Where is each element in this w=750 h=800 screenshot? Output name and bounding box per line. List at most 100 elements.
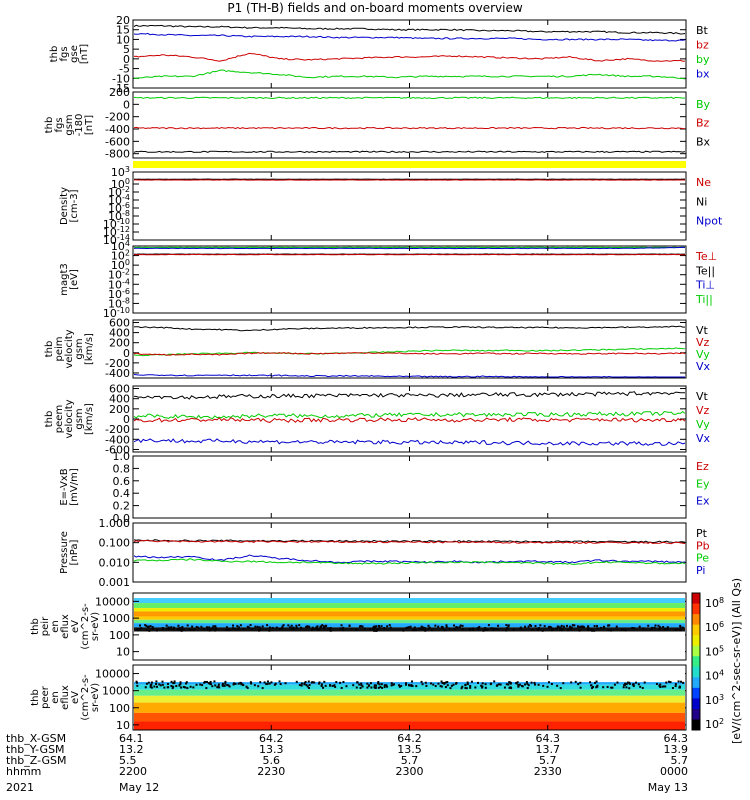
spectrogram-pixel — [249, 624, 252, 627]
panel-frame — [132, 455, 687, 519]
spectrogram-pixel — [375, 625, 378, 628]
spectrogram-pixel — [318, 681, 321, 684]
spectrogram-pixel — [546, 685, 549, 688]
spectrogram-pixel — [659, 686, 662, 689]
spectrogram-pixel — [628, 682, 631, 685]
y-tick-label: 400 — [109, 327, 130, 340]
y-axis-label: peer — [40, 685, 51, 709]
spectrogram-pixel — [214, 684, 217, 687]
spectrogram-pixel — [140, 627, 143, 630]
spectrogram-pixel — [334, 685, 337, 688]
spectrogram-pixel — [153, 685, 156, 688]
spectrogram-pixel — [631, 626, 634, 629]
spectrogram-pixel — [256, 625, 259, 628]
spectrogram-pixel — [682, 681, 685, 684]
spectrogram-pixel — [214, 628, 217, 631]
spectrogram-band — [134, 619, 685, 624]
spectrogram-pixel — [481, 686, 484, 689]
legend-pe: Pe — [696, 552, 709, 565]
spectrogram-pixel — [299, 626, 302, 629]
colorbar-band — [692, 593, 700, 605]
spectrogram-pixel — [596, 684, 599, 687]
panel-fgs_gsm: thb fgs gsm -180 [nT] — [44, 91, 687, 159]
spectrogram-pixel — [560, 624, 563, 627]
legend-ey: Ey — [696, 477, 710, 490]
spectrogram-pixel — [209, 683, 212, 686]
spectrogram-pixel — [390, 684, 393, 687]
spectrogram-pixel — [333, 684, 336, 687]
spectrogram-pixel — [266, 680, 269, 683]
spectrogram-pixel — [559, 626, 562, 629]
spectrogram-pixel — [268, 682, 271, 685]
spectrogram-pixel — [506, 627, 509, 630]
spectrogram-pixel — [214, 626, 217, 629]
spectrogram-pixel — [377, 686, 380, 689]
spectrogram-pixel — [155, 682, 158, 685]
spectrogram-pixel — [237, 626, 240, 629]
spectrogram-pixel — [486, 628, 489, 631]
x-tick-label: 64.3 — [664, 732, 689, 745]
spectrogram-pixel — [481, 685, 484, 688]
spectrogram-pixel — [441, 626, 444, 629]
spectrogram-pixel — [295, 624, 298, 627]
spectrogram-band — [134, 611, 685, 617]
spectrogram-pixel — [437, 682, 440, 685]
y-tick-label: 10000 — [95, 595, 130, 608]
panel-efield: E=-VxB [mV/m] — [59, 455, 687, 519]
spectrogram-pixel — [369, 628, 372, 631]
spectrogram-pixel — [366, 686, 369, 689]
y-tick-label: 10-10 — [103, 217, 130, 231]
spectrogram-pixel — [398, 685, 401, 688]
spectrogram-pixel — [246, 625, 249, 628]
spectrogram-pixel — [322, 686, 325, 689]
spectrogram-pixel — [624, 682, 627, 685]
spectrogram-pixel — [437, 625, 440, 628]
y-tick-label: 0.4 — [113, 487, 131, 500]
spectrogram-pixel — [354, 628, 357, 631]
spectrogram-pixel — [167, 686, 170, 689]
spectrogram-pixel — [427, 627, 430, 630]
spectrogram-pixel — [593, 625, 596, 628]
y-axis-label: [cm-3] — [69, 189, 80, 222]
spectrogram-pixel — [158, 683, 161, 686]
x-tick-label: 2300 — [396, 765, 424, 778]
spectrogram-pixel — [424, 681, 427, 684]
spectrogram-pixel — [579, 686, 582, 689]
spectrogram-pixel — [413, 629, 416, 632]
spectrogram-pixel — [527, 625, 530, 628]
legend-by: by — [696, 53, 710, 66]
spectrogram-pixel — [525, 681, 528, 684]
spectrogram-pixel — [306, 625, 309, 628]
spectrogram-pixel — [440, 680, 443, 683]
spectrogram-pixel — [503, 686, 506, 689]
spectrogram-pixel — [239, 624, 242, 627]
y-tick-label: 20 — [116, 14, 130, 27]
colorbar-band — [692, 698, 700, 710]
spectrogram-pixel — [298, 624, 301, 627]
spectrogram-pixel — [446, 684, 449, 687]
spectrogram-pixel — [550, 683, 553, 686]
y-axis-label: en — [50, 691, 61, 704]
colorbar-band — [692, 624, 700, 636]
spectrogram-pixel — [214, 629, 217, 632]
spectrogram-pixel — [517, 685, 520, 688]
spectrogram-pixel — [496, 684, 499, 687]
spectrogram-pixel — [224, 680, 227, 683]
spectrogram-pixel — [151, 626, 154, 629]
spectrogram-pixel — [356, 681, 359, 684]
spectrogram-pixel — [400, 684, 403, 687]
spectrogram-pixel — [518, 683, 521, 686]
legend-ez: Ez — [696, 460, 709, 473]
spectrogram-pixel — [261, 625, 264, 628]
x-row-label: hhmm — [6, 765, 41, 778]
spectrogram-pixel — [221, 684, 224, 687]
spectrogram-pixel — [662, 626, 665, 629]
spectrogram-pixel — [517, 683, 520, 686]
spectrogram-pixel — [675, 628, 678, 631]
spectrogram-pixel — [303, 682, 306, 685]
spectrogram-pixel — [659, 626, 662, 629]
spectrogram-pixel — [180, 629, 183, 632]
spectrogram-pixel — [677, 680, 680, 683]
spectrogram-pixel — [608, 624, 611, 627]
spectrogram-pixel — [415, 685, 418, 688]
